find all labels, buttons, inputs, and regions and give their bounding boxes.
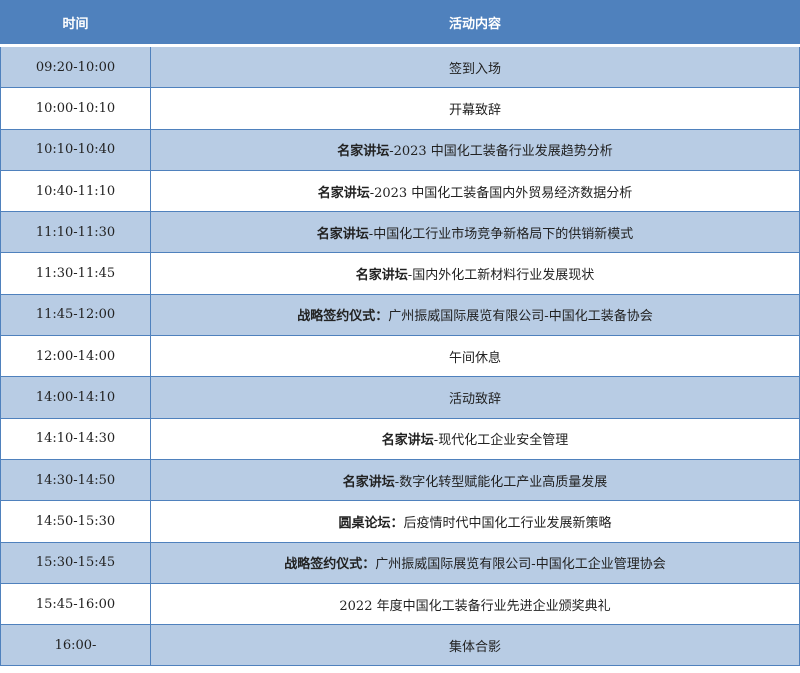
table-row: 10:00-10:10 开幕致辞: [0, 87, 800, 130]
time-cell: 10:40-11:10: [0, 169, 151, 213]
activity-text: 集体合影: [448, 639, 501, 655]
activity-type: 名家讲坛: [355, 268, 408, 284]
table-row: 09:20-10:00 签到入场: [0, 44, 800, 89]
table-row: 14:50-15:30 圆桌论坛：后疫情时代中国化工行业发展新策略: [0, 500, 800, 543]
activity-text: -数字化转型赋能化工产业高质量发展: [394, 474, 608, 490]
time-cell: 15:30-15:45: [0, 541, 151, 584]
time-cell: 14:50-15:30: [0, 500, 151, 543]
activity-text: -现代化工企业安全管理: [433, 433, 569, 449]
activity-cell: 2022 年度中国化工装备行业先进企业颁奖典礼: [150, 582, 800, 626]
activity-cell: 名家讲坛-2023 中国化工装备国内外贸易经济数据分析: [150, 169, 800, 213]
activity-cell: 名家讲坛-数字化转型赋能化工产业高质量发展: [150, 458, 800, 502]
activity-cell: 名家讲坛-2023 中国化工装备行业发展趋势分析: [150, 128, 800, 171]
table-row: 10:40-11:10 名家讲坛-2023 中国化工装备国内外贸易经济数据分析: [0, 169, 800, 213]
table-row: 14:10-14:30 名家讲坛-现代化工企业安全管理: [0, 417, 800, 460]
time-cell: 14:00-14:10: [0, 376, 151, 419]
activity-text: 广州振威国际展览有限公司-中国化工企业管理协会: [375, 557, 666, 573]
time-cell: 11:10-11:30: [0, 211, 151, 254]
time-cell: 12:00-14:00: [0, 335, 151, 378]
activity-text: 签到入场: [448, 61, 501, 77]
time-cell: 15:45-16:00: [0, 582, 151, 626]
activity-text: 广州振威国际展览有限公司-中国化工装备协会: [388, 309, 653, 325]
activity-type: 名家讲坛: [337, 144, 390, 160]
table-row: 12:00-14:00 午间休息: [0, 335, 800, 378]
activity-cell: 集体合影: [150, 624, 800, 667]
table-row: 11:45-12:00 战略签约仪式：广州振威国际展览有限公司-中国化工装备协会: [0, 293, 800, 337]
time-cell: 09:20-10:00: [0, 44, 151, 89]
activity-text: -国内外化工新材料行业发展现状: [407, 268, 595, 284]
table-row: 14:30-14:50 名家讲坛-数字化转型赋能化工产业高质量发展: [0, 458, 800, 502]
table-row: 15:30-15:45 战略签约仪式：广州振威国际展览有限公司-中国化工企业管理协…: [0, 541, 800, 584]
activity-type: 圆桌论坛：: [338, 515, 404, 531]
activity-type: 名家讲坛: [342, 474, 395, 490]
activity-cell: 名家讲坛-现代化工企业安全管理: [150, 417, 800, 460]
activity-type: 战略签约仪式：: [284, 557, 376, 573]
activity-text: 2022 年度中国化工装备行业先进企业颁奖典礼: [339, 598, 611, 614]
activity-cell: 战略签约仪式：广州振威国际展览有限公司-中国化工装备协会: [150, 293, 800, 337]
header-time: 时间: [0, 0, 151, 47]
time-cell: 16:00-: [0, 624, 151, 667]
activity-cell: 战略签约仪式：广州振威国际展览有限公司-中国化工企业管理协会: [150, 541, 800, 584]
activity-cell: 圆桌论坛：后疫情时代中国化工行业发展新策略: [150, 500, 800, 543]
activity-text: 活动致辞: [448, 392, 501, 408]
table-row: 10:10-10:40 名家讲坛-2023 中国化工装备行业发展趋势分析: [0, 128, 800, 171]
activity-text: 开幕致辞: [448, 102, 501, 118]
schedule-body: 09:20-10:00 签到入场 10:00-10:10 开幕致辞 10:10-10:4…: [0, 44, 800, 667]
activity-cell: 名家讲坛-国内外化工新材料行业发展现状: [150, 252, 800, 295]
activity-cell: 午间休息: [150, 335, 800, 378]
time-cell: 10:10-10:40: [0, 128, 151, 171]
activity-text: -中国化工行业市场竞争新格局下的供销新模式: [368, 226, 634, 242]
table-row: 14:00-14:10 活动致辞: [0, 376, 800, 419]
header-activity: 活动内容: [150, 0, 800, 47]
activity-type: 名家讲坛: [316, 226, 369, 242]
activity-cell: 活动致辞: [150, 376, 800, 419]
activity-text: 午间休息: [448, 350, 501, 366]
activity-type: 名家讲坛: [381, 433, 434, 449]
time-cell: 10:00-10:10: [0, 87, 151, 130]
activity-text: -2023 中国化工装备行业发展趋势分析: [389, 144, 613, 160]
activity-cell: 名家讲坛-中国化工行业市场竞争新格局下的供销新模式: [150, 211, 800, 254]
activity-text: -2023 中国化工装备国内外贸易经济数据分析: [369, 185, 633, 201]
time-cell: 14:30-14:50: [0, 458, 151, 502]
header-row: 时间 活动内容: [0, 0, 800, 47]
activity-text: 后疫情时代中国化工行业发展新策略: [403, 515, 612, 531]
table-row: 16:00- 集体合影: [0, 624, 800, 667]
activity-cell: 开幕致辞: [150, 87, 800, 130]
table-row: 11:10-11:30 名家讲坛-中国化工行业市场竞争新格局下的供销新模式: [0, 211, 800, 254]
activity-cell: 签到入场: [150, 44, 800, 89]
time-cell: 11:45-12:00: [0, 293, 151, 337]
time-cell: 11:30-11:45: [0, 252, 151, 295]
time-cell: 14:10-14:30: [0, 417, 151, 460]
table-row: 15:45-16:00 2022 年度中国化工装备行业先进企业颁奖典礼: [0, 582, 800, 626]
activity-type: 名家讲坛: [317, 185, 370, 201]
activity-type: 战略签约仪式：: [297, 309, 389, 325]
table-row: 11:30-11:45 名家讲坛-国内外化工新材料行业发展现状: [0, 252, 800, 295]
